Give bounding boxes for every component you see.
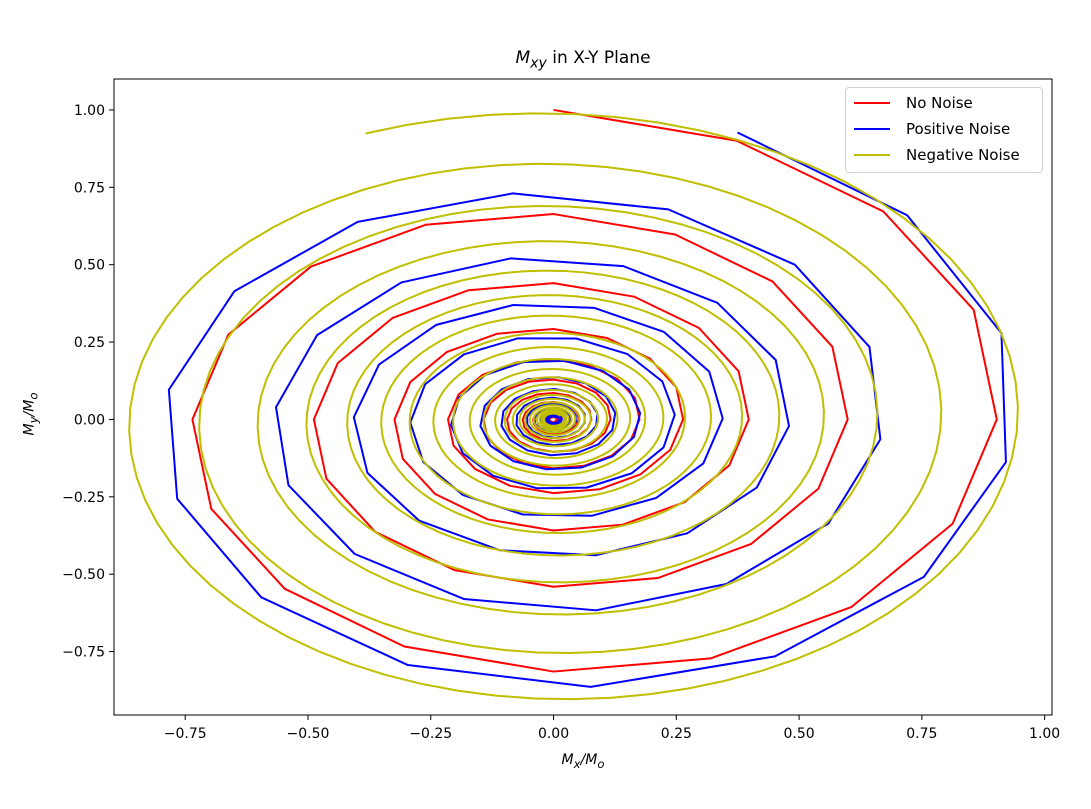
series-layer bbox=[128, 108, 1019, 701]
title-symbol: M bbox=[515, 48, 531, 68]
xlabel-symbol: M bbox=[561, 752, 574, 768]
title-subscript: xy bbox=[530, 55, 547, 72]
x-tick-label: −0.75 bbox=[164, 726, 207, 742]
y-tick-label: −0.75 bbox=[62, 645, 105, 661]
ylabel-divider: /M bbox=[21, 399, 38, 417]
y-tick-label: 1.00 bbox=[74, 103, 105, 119]
legend-item-no-noise: No Noise bbox=[854, 93, 973, 113]
legend-swatch-negative-noise bbox=[854, 154, 890, 156]
title-text: in X-Y Plane bbox=[546, 48, 651, 68]
xlabel-subscript: x bbox=[573, 756, 581, 771]
y-tick-label: 0.00 bbox=[74, 412, 105, 428]
legend-item-negative-noise: Negative Noise bbox=[854, 145, 1020, 165]
chart-title: Mxy in X-Y Plane bbox=[114, 48, 1052, 71]
xlabel-divider: /M bbox=[580, 752, 598, 768]
legend-label-positive-noise: Positive Noise bbox=[906, 120, 1011, 138]
x-tick-label: 0.00 bbox=[538, 726, 569, 742]
x-tick-label: 0.75 bbox=[906, 726, 937, 742]
legend-swatch-positive-noise bbox=[854, 128, 890, 130]
y-tick-label: 0.50 bbox=[74, 258, 105, 274]
x-tick-label: 1.00 bbox=[1029, 726, 1060, 742]
y-tick-label: 0.25 bbox=[74, 335, 105, 351]
legend-swatch-no-noise bbox=[854, 102, 890, 104]
tick-layer: −0.75 −0.50 −0.25 0.00 0.25 0.50 0.75 1.00 −0.75… bbox=[62, 103, 1060, 742]
x-tick-label: 0.50 bbox=[783, 726, 814, 742]
x-tick-label: −0.50 bbox=[287, 726, 330, 742]
legend-label-no-noise: No Noise bbox=[906, 94, 973, 112]
legend: No Noise Positive Noise Negative Noise bbox=[845, 87, 1043, 173]
y-tick-label: −0.50 bbox=[62, 567, 105, 583]
xlabel-subscript-2: o bbox=[597, 756, 605, 771]
legend-label-negative-noise: Negative Noise bbox=[906, 146, 1020, 164]
x-tick-label: 0.25 bbox=[661, 726, 692, 742]
x-axis-label: Mx/Mo bbox=[114, 752, 1052, 771]
y-axis-label: My/Mo bbox=[22, 393, 41, 436]
plot-frame bbox=[113, 78, 1053, 716]
y-tick-label: −0.25 bbox=[62, 490, 105, 506]
y-tick-label: 0.75 bbox=[74, 180, 105, 196]
series-line-negative-noise bbox=[128, 112, 1019, 701]
legend-item-positive-noise: Positive Noise bbox=[854, 119, 1010, 139]
ylabel-subscript-2: o bbox=[26, 392, 41, 400]
ylabel-symbol: M bbox=[21, 423, 38, 436]
ylabel-subscript: y bbox=[26, 416, 41, 424]
x-tick-label: −0.25 bbox=[409, 726, 452, 742]
